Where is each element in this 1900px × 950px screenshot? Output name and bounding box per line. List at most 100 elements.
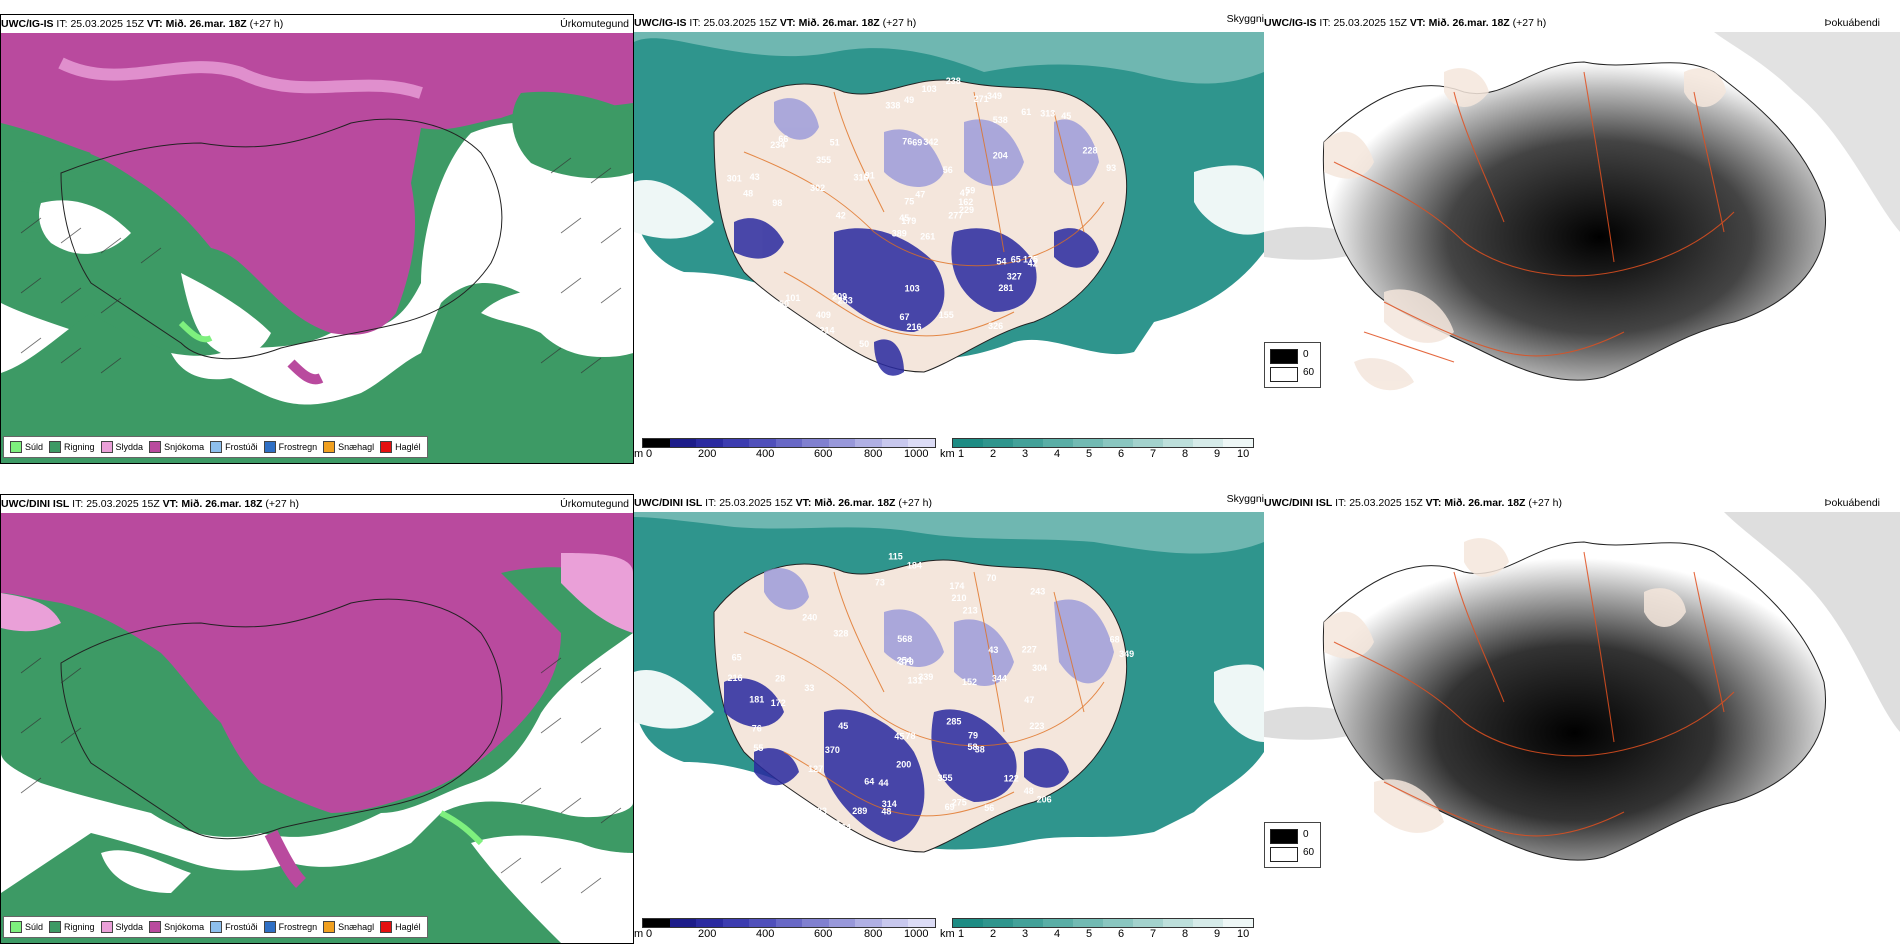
legend-label: Frostúði (225, 442, 258, 452)
visibility-tick: 8 (1182, 448, 1189, 460)
colorbar-segment (696, 919, 723, 927)
height-colorbar (642, 438, 936, 448)
visibility-tick: 10 (1237, 448, 1250, 460)
height-label: 155 (939, 310, 954, 320)
visibility-tick: 2 (990, 928, 997, 940)
colorbar-segment (1073, 919, 1103, 927)
height-label: 55 (753, 743, 763, 753)
legend-label: Rigning (64, 922, 95, 932)
field-name: Þokuábendi (1824, 17, 1880, 29)
height-label: 349 (987, 91, 1002, 101)
height-label: 47 (960, 188, 970, 198)
legend-item: Snjókoma (149, 921, 204, 933)
valid-time: Mið. 26.mar. 18Z (165, 18, 247, 30)
colorbar-segment (749, 919, 776, 927)
panel-header: UWC/IG-IS IT: 25.03.2025 15Z VT: Mið. 26… (1264, 14, 1900, 32)
legend-swatch (10, 921, 22, 933)
height-label: 326 (988, 321, 1003, 331)
height-label: 123 (812, 806, 827, 816)
height-tick: 1000 (904, 448, 929, 460)
colorbar-segment (1043, 439, 1073, 447)
init-time: 25.03.2025 15Z (70, 18, 144, 30)
init-label: IT: (1319, 17, 1331, 29)
height-scale: m 0 200 400 600 800 1000 (634, 438, 936, 464)
legend-swatch (49, 441, 62, 453)
height-label: 275 (952, 797, 967, 807)
fog-legend-swatch (1270, 349, 1298, 364)
colorbar-segment (696, 439, 723, 447)
height-label: 254 (897, 656, 912, 666)
visibility-tick: 5 (1086, 448, 1093, 460)
height-label: 253 (838, 296, 853, 306)
colorbar-segment (881, 919, 909, 927)
height-label: 131 (908, 675, 923, 685)
valid-label: VT: (146, 18, 163, 30)
model-name: UWC/IG-IS (634, 17, 687, 29)
height-label: 66 (778, 134, 788, 144)
height-label: 42 (1028, 258, 1038, 268)
height-label: 76 (752, 724, 762, 734)
ceiling-visibility-map: 261 234 179 47 253 349 342 538 277 98 389 204 76 56 10… (634, 32, 1264, 432)
init-time: 25.03.2025 15Z (719, 497, 793, 509)
height-label: 277 (948, 210, 963, 220)
colorbar-segment (722, 919, 750, 927)
height-label: 229 (959, 205, 974, 215)
height-label: 69 (945, 802, 955, 812)
panel-header: UWC/DINI ISL IT: 25.03.2025 15Z VT: Mið.… (1, 495, 633, 513)
fog-legend: 0 60 (1264, 342, 1321, 388)
height-label: 316 (854, 173, 869, 183)
legend-item: Súld (10, 921, 43, 933)
colorbar-segment (775, 439, 803, 447)
colorbar-segment (669, 919, 697, 927)
colorbar-segment (1133, 919, 1163, 927)
height-tick: 1000 (904, 928, 929, 940)
height-label: 175 (1023, 255, 1038, 265)
height-label: 281 (998, 283, 1013, 293)
height-label: 216 (907, 322, 922, 332)
legend-swatch (380, 921, 393, 933)
height-label: 327 (1007, 271, 1022, 281)
legend-item: Rigning (49, 921, 95, 933)
fog-legend-label: 60 (1303, 367, 1315, 378)
legend-swatch (149, 921, 162, 933)
height-label: 73 (875, 577, 885, 587)
precip-type-map (1, 33, 633, 463)
height-label: 47 (915, 189, 925, 199)
visibility-tick: 7 (1150, 448, 1157, 460)
legend-item: Súld (10, 441, 43, 453)
height-label: 370 (899, 657, 914, 667)
legend-item: Haglél (380, 441, 421, 453)
precip-type-map (1, 513, 633, 943)
height-label: 313 (1040, 109, 1055, 119)
visibility-tick: 4 (1054, 928, 1061, 940)
height-label: 243 (1030, 587, 1045, 597)
height-label: 304 (1032, 663, 1047, 673)
lead-time: (+27 h) (249, 18, 284, 30)
visibility-tick: 8 (1182, 928, 1189, 940)
colorbar-segment (855, 439, 882, 447)
legend-label: Snjókoma (164, 922, 205, 932)
height-label: 172 (771, 698, 786, 708)
panel-header: UWC/IG-IS IT: 25.03.2025 15Z VT: Mið. 26… (634, 14, 1264, 32)
visibility-unit: km (940, 448, 955, 460)
height-label: 349 (1119, 649, 1134, 659)
valid-label: VT: (1409, 17, 1426, 29)
visibility-tick: 4 (1054, 448, 1061, 460)
height-label: 51 (830, 138, 840, 148)
colorbar-segment (953, 919, 983, 927)
height-tick: 0 (646, 928, 653, 940)
height-label: 181 (749, 694, 764, 704)
legend-item: Snæhagl (323, 441, 374, 453)
fog-panel-row2: UWC/DINI ISL IT: 25.03.2025 15Z VT: Mið.… (1264, 494, 1900, 944)
height-tick: 400 (756, 928, 775, 940)
height-label: 28 (775, 674, 785, 684)
legend-label: Slydda (115, 442, 144, 452)
visibility-tick: 6 (1118, 448, 1125, 460)
visibility-tick: 6 (1118, 928, 1125, 940)
fog-legend-swatch (1270, 829, 1298, 844)
height-label: 127 (808, 764, 823, 774)
field-name: Úrkomutegund (560, 18, 629, 30)
height-label: 79 (968, 731, 978, 741)
height-label: 56 (943, 165, 953, 175)
ceiling-panel-row1: UWC/IG-IS IT: 25.03.2025 15Z VT: Mið. 26… (634, 14, 1264, 464)
